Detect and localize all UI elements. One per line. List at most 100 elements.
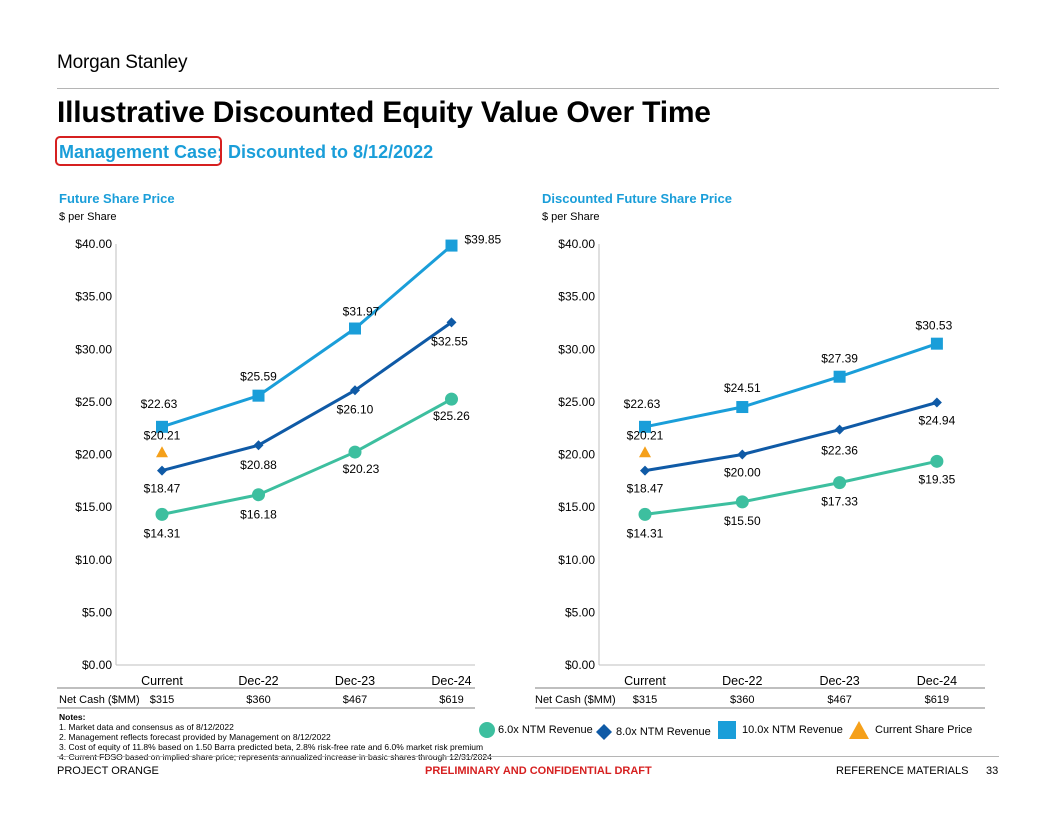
data-point-circle: [252, 488, 265, 502]
page-title: Illustrative Discounted Equity Value Ove…: [57, 96, 711, 129]
bottom-divider: [57, 756, 999, 757]
data-label: $22.63: [141, 397, 178, 411]
legend-label: Current Share Price: [875, 724, 973, 736]
series-line-ntm8: [161, 321, 453, 473]
data-label: $24.51: [724, 381, 761, 395]
series-line-ntm6: [644, 459, 938, 516]
data-point-square: [349, 322, 361, 335]
y-tick-label: $15.00: [558, 500, 595, 514]
data-label: $17.33: [821, 495, 858, 509]
page-subtitle: Management Case; Discounted to 8/12/2022: [59, 142, 434, 162]
data-point-square: [930, 337, 943, 350]
data-point-circle: [735, 495, 749, 509]
data-point-diamond: [253, 440, 264, 451]
legend-item-ntm8: 8.0x NTM Revenue: [595, 723, 711, 741]
left-chart-title: Future Share Price: [59, 191, 175, 206]
data-point-diamond: [157, 465, 167, 476]
right-chart-title: Discounted Future Share Price: [542, 191, 732, 206]
data-label: $18.47: [144, 482, 181, 496]
data-label: $14.31: [144, 526, 181, 540]
data-point-circle: [833, 476, 847, 490]
footer-confidential-label: PRELIMINARY AND CONFIDENTIAL DRAFT: [425, 765, 652, 777]
data-label: $14.31: [627, 526, 664, 540]
data-point-diamond: [737, 449, 748, 460]
left-chart-unit: $ per Share: [59, 211, 117, 223]
legend-label: 10.0x NTM Revenue: [742, 724, 843, 736]
data-point-square: [252, 389, 265, 402]
data-label: $20.00: [724, 466, 761, 480]
x-tick-label: Dec-24: [431, 674, 471, 688]
data-label: $19.35: [919, 472, 956, 486]
right-chart-unit: $ per Share: [542, 211, 600, 223]
data-label: $15.50: [724, 514, 761, 528]
legend-label: 6.0x NTM Revenue: [498, 724, 593, 736]
data-label: $25.59: [240, 370, 277, 384]
data-point-square: [736, 401, 749, 414]
y-tick-label: $5.00: [565, 605, 595, 619]
net-cash-value: $360: [730, 694, 754, 706]
legend-triangle-icon: [849, 721, 869, 739]
data-label: $32.55: [431, 334, 468, 348]
series-line-ntm10: [644, 342, 938, 429]
y-tick-label: $40.00: [75, 237, 112, 251]
data-label: $22.63: [624, 397, 661, 411]
x-tick-label: Dec-23: [335, 674, 375, 688]
y-tick-label: $0.00: [565, 658, 595, 672]
x-tick-label: Dec-22: [238, 674, 278, 688]
note-item: 4. Current FDSO based on implied share p…: [59, 752, 492, 762]
y-tick-label: $20.00: [558, 448, 595, 462]
y-tick-label: $15.00: [75, 500, 112, 514]
data-label: $16.18: [240, 508, 277, 522]
legend-square-icon: [718, 721, 736, 739]
data-point-diamond: [640, 465, 650, 476]
y-tick-label: $25.00: [558, 395, 595, 409]
y-tick-label: $0.00: [82, 658, 112, 672]
x-tick-label: Current: [141, 674, 183, 688]
legend-circle-icon: [479, 722, 495, 738]
top-divider: [57, 88, 999, 89]
highlight-annotation-box: [55, 136, 222, 166]
data-label: $30.53: [916, 319, 953, 333]
legend-item-current: Current Share Price: [848, 720, 972, 740]
data-label: $27.39: [821, 352, 858, 366]
current-price-triangle: [639, 446, 651, 458]
data-point-circle: [155, 507, 169, 521]
data-label: $20.88: [240, 458, 277, 472]
data-point-square: [833, 370, 846, 383]
y-tick-label: $35.00: [75, 290, 112, 304]
y-tick-label: $40.00: [558, 237, 595, 251]
notes-header: Notes:: [59, 712, 86, 722]
page-number: 33: [986, 765, 999, 777]
y-tick-label: $10.00: [75, 553, 112, 567]
data-point-diamond: [446, 317, 457, 328]
data-point-square: [445, 239, 458, 252]
current-price-label: $20.21: [627, 428, 664, 442]
current-price-label: $20.21: [144, 428, 181, 442]
data-label: $20.23: [343, 462, 380, 476]
y-tick-label: $35.00: [558, 290, 595, 304]
data-point-square: [156, 420, 168, 433]
notes-block: Notes: 1. Market data and consensus as o…: [59, 712, 492, 762]
legend-label: 8.0x NTM Revenue: [616, 726, 711, 738]
net-cash-value: $619: [925, 694, 949, 706]
data-point-circle: [930, 454, 944, 468]
chart-legend: 6.0x NTM Revenue 8.0x NTM Revenue 10.0x …: [478, 721, 978, 741]
data-point-circle: [638, 507, 652, 521]
series-line-ntm10: [161, 244, 453, 429]
x-tick-label: Current: [624, 674, 666, 688]
net-cash-value: $360: [246, 694, 270, 706]
note-item: 3. Cost of equity of 11.8% based on 1.50…: [59, 742, 484, 752]
data-point-circle: [348, 445, 362, 459]
y-tick-label: $30.00: [75, 342, 112, 356]
x-tick-label: Dec-23: [819, 674, 859, 688]
note-item: 2. Management reflects forecast provided…: [59, 732, 331, 742]
series-line-ntm8: [644, 401, 938, 473]
data-label: $24.94: [919, 414, 956, 428]
data-point-diamond: [350, 385, 360, 396]
data-label: $25.26: [433, 409, 470, 423]
net-cash-value: $619: [439, 694, 463, 706]
x-tick-label: Dec-22: [722, 674, 762, 688]
data-point-diamond: [834, 424, 845, 435]
data-label: $31.97: [343, 305, 380, 319]
